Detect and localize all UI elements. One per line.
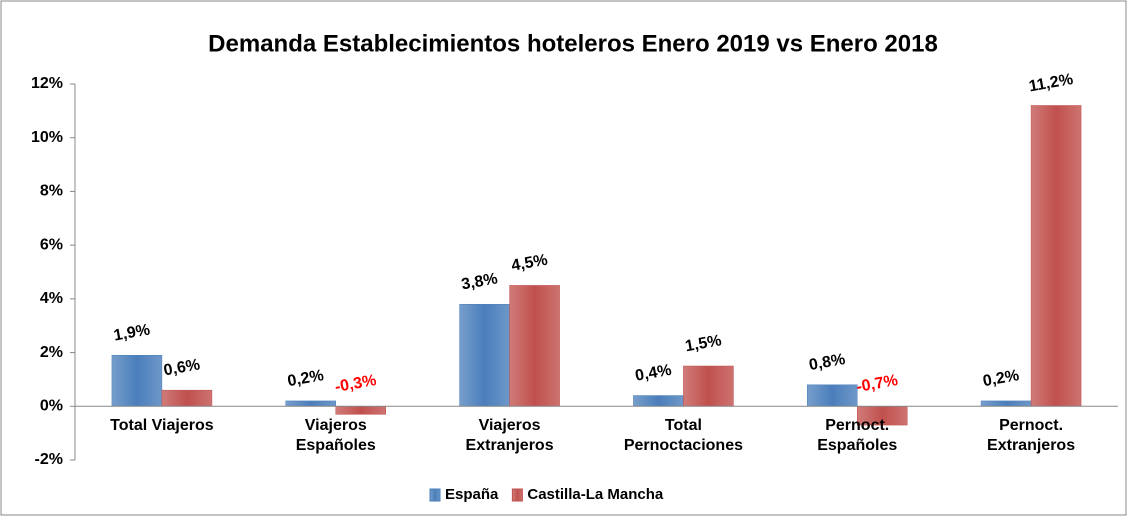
bar [509,285,560,407]
bar [980,400,1032,407]
data-label: 3,8% [460,270,499,293]
x-tick-label: Total Pernoctaciones [623,417,743,455]
y-tick-label: 8% [40,183,63,200]
bar [285,400,336,407]
data-label: 4,5% [510,252,549,275]
x-tick-label: Pernoct. Españoles [817,417,898,455]
y-tick-label: 4% [40,290,63,307]
bar [683,365,734,407]
y-tick-label: 10% [31,129,63,146]
data-label: 0,2% [982,367,1021,390]
data-label: 0,6% [162,356,201,379]
bar [335,406,386,415]
data-label: 0,2% [286,367,325,390]
data-label: 1,9% [112,321,151,344]
y-tick-label: -2% [35,451,63,468]
data-label: 0,4% [634,362,673,385]
x-tick-label: Viajeros Españoles [295,417,376,455]
chart-title: Demanda Establecimientos hoteleros Enero… [208,30,938,57]
bar [633,395,684,407]
y-tick-label: 2% [40,344,63,361]
legend-label: España [445,486,499,503]
bar [111,355,163,407]
data-label: 0,8% [808,351,847,374]
x-tick-label: Viajeros Extranjeros [465,417,554,455]
x-tick-label: Pernoct. Extranjeros [987,417,1076,455]
bar [1030,105,1082,407]
x-tick-label: Total Viajeros [110,417,214,435]
y-tick-label: 12% [31,75,63,92]
legend-swatch [429,488,441,502]
bar [161,389,213,407]
y-tick-label: 6% [40,236,63,253]
y-tick-label: 0% [40,398,63,415]
data-label: 1,5% [684,332,723,355]
legend-label: Castilla-La Mancha [527,486,664,503]
bar [459,303,510,407]
bar [807,384,858,407]
legend-swatch [511,488,523,502]
